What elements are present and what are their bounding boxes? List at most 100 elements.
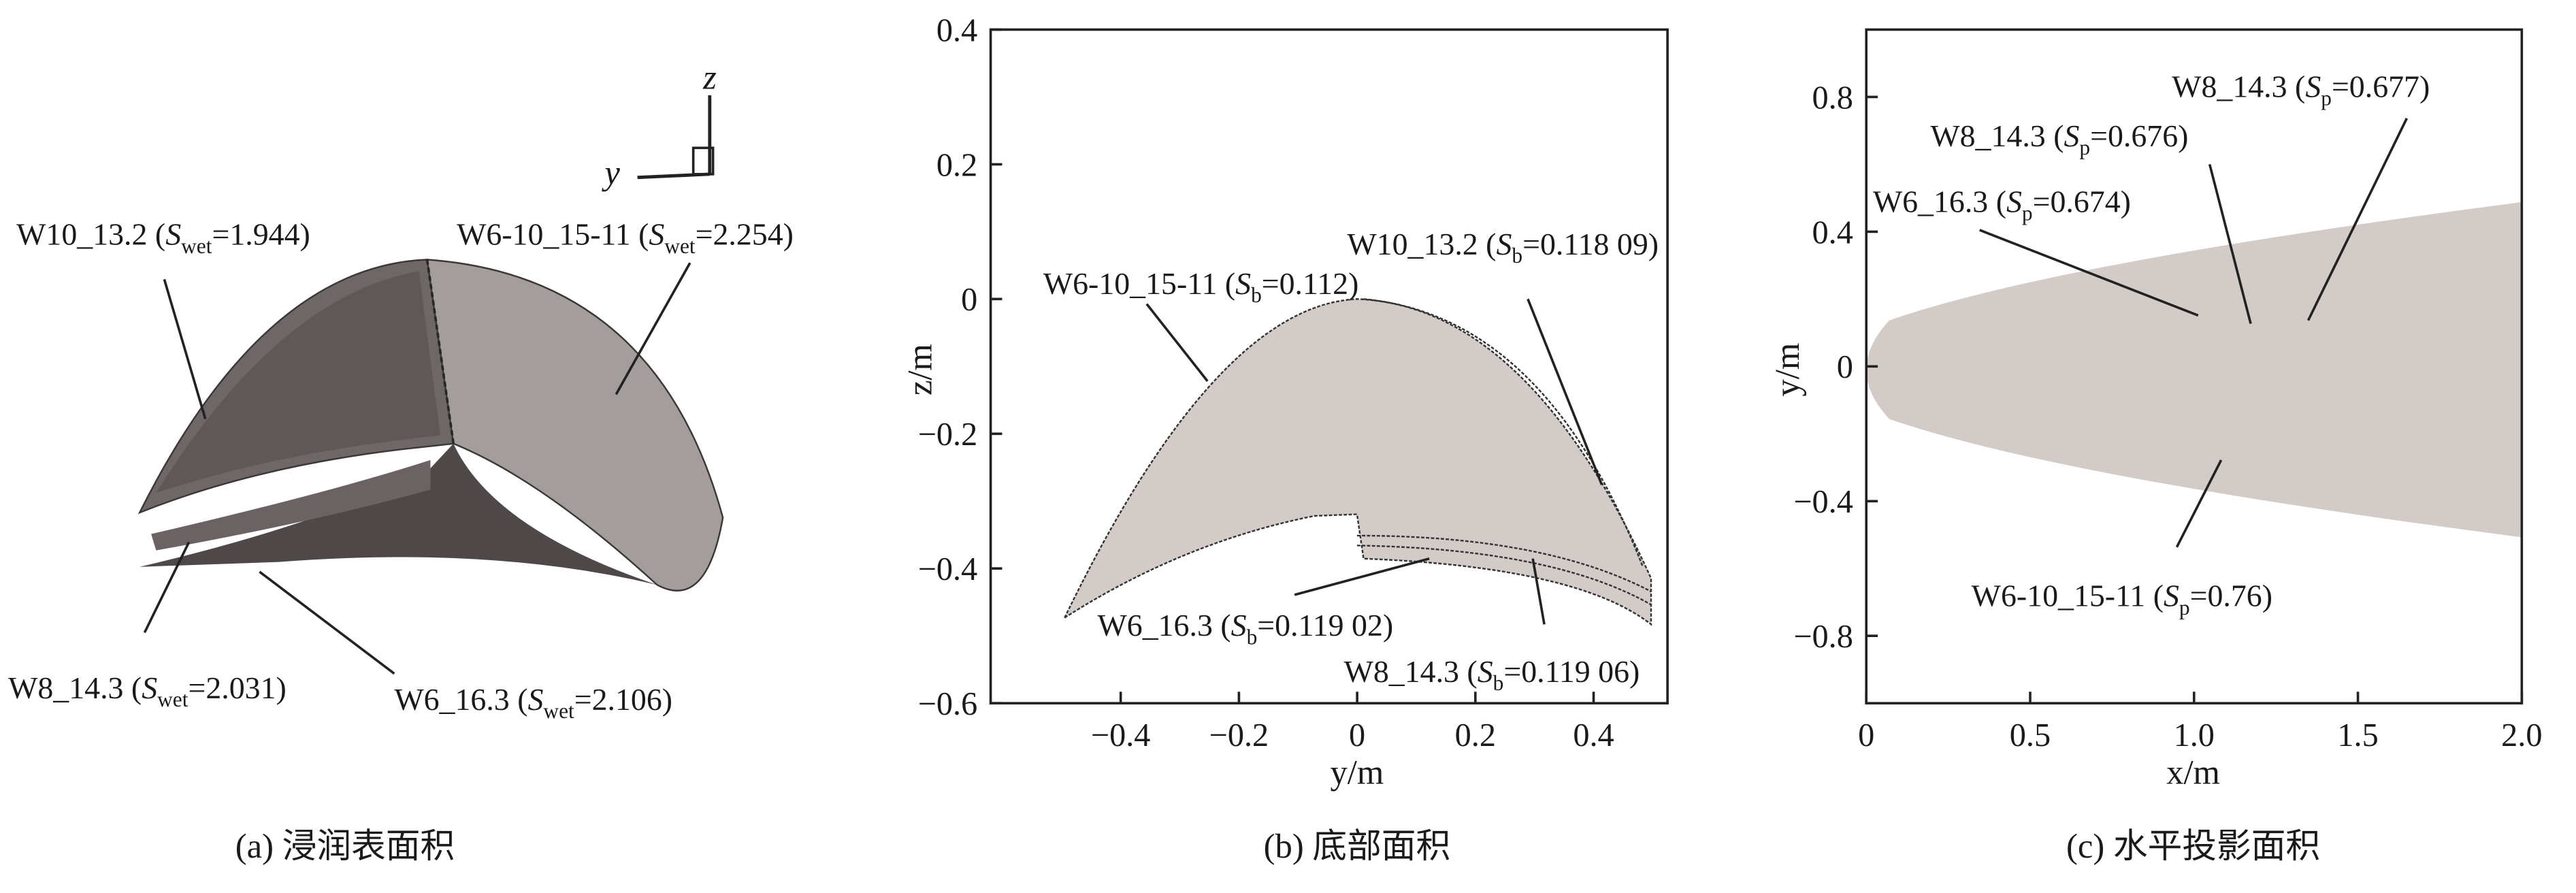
y-axis-label: z/m <box>901 344 939 395</box>
x-tick-label: 0.5 <box>2010 717 2051 753</box>
leader-line <box>259 570 395 675</box>
annotation-symbol: S <box>165 217 181 252</box>
y-tick-label: 0 <box>1837 349 1853 385</box>
annotation-text: W8_14.3 ( <box>1930 118 2064 153</box>
y-tick-label: −0.4 <box>918 551 978 587</box>
x-tick-label: 1.5 <box>2337 717 2378 753</box>
annotation-subscript: b <box>1493 671 1504 695</box>
annotation-subscript: wet <box>664 234 696 258</box>
annotation-symbol: S <box>1235 266 1251 301</box>
annotation-text: W8_14.3 ( <box>8 670 142 705</box>
y-tick-label: −0.4 <box>1793 484 1853 520</box>
caption: (c) 水平投影面积 <box>2066 827 2320 865</box>
annotation-subscript: wet <box>157 687 189 711</box>
x-axis-label: x/m <box>2166 753 2220 791</box>
annotation-subscript: b <box>1251 283 1262 307</box>
annotation-text: W6_16.3 ( <box>1097 608 1230 643</box>
annotation: W6-10_15-11 (Swet=2.254) <box>457 217 794 258</box>
annotation-symbol: S <box>1496 227 1512 261</box>
annotation-subscript: p <box>2022 201 2033 225</box>
annotation-text: =0.119 06) <box>1503 654 1640 689</box>
annotation-text: W6-10_15-11 ( <box>457 217 649 252</box>
annotation-subscript: p <box>2179 596 2190 619</box>
surface-render <box>137 259 724 592</box>
annotation-symbol: S <box>2164 579 2179 613</box>
annotation-text: =0.118 09) <box>1522 227 1659 261</box>
annotation-subscript: b <box>1512 244 1522 267</box>
plot-frame <box>989 28 1669 704</box>
x-tick-label: −0.4 <box>1091 717 1151 753</box>
annotation-subscript: p <box>2321 86 2332 110</box>
annotation: W8_14.3 (Swet=2.031) <box>8 670 287 711</box>
annotation-symbol: S <box>2305 69 2321 103</box>
annotation-text: W6-10_15-11 ( <box>1972 579 2164 613</box>
annotation: W10_13.2 (Swet=1.944) <box>16 217 310 258</box>
leader-line <box>1294 557 1430 596</box>
x-tick-label: −0.2 <box>1209 717 1269 753</box>
leader-line <box>143 541 191 634</box>
annotation: W6_16.3 (Swet=2.106) <box>394 682 672 723</box>
leader-line <box>1145 303 1209 383</box>
bottom-area-shape <box>1062 298 1652 626</box>
caption: (b) 底部面积 <box>1264 827 1451 865</box>
leader-line <box>1979 229 2199 317</box>
annotation-text: =2.106) <box>574 682 672 717</box>
leader-line <box>163 278 207 420</box>
x-tick-label: 0 <box>1349 717 1365 753</box>
annotation-symbol: S <box>2006 184 2022 218</box>
leader-line <box>2175 459 2223 548</box>
annotation-subscript: b <box>1247 625 1258 649</box>
annotation: W6_16.3 (Sp=0.674) <box>1873 184 2131 225</box>
annotation: W8_14.3 (Sb=0.119 06) <box>1344 654 1640 695</box>
y-tick-label: −0.8 <box>1793 619 1853 655</box>
annotation: W8_14.3 (Sp=0.676) <box>1930 118 2188 159</box>
annotation-symbol: S <box>1478 654 1493 689</box>
leader-line <box>2208 163 2252 325</box>
x-tick-label: 0 <box>1858 717 1874 753</box>
annotation-subscript: p <box>2079 135 2090 159</box>
annotation-subscript: wet <box>543 699 574 723</box>
axis-label: z <box>702 58 717 96</box>
annotation-text: W6_16.3 ( <box>394 682 527 717</box>
annotation-text: W6-10_15-11 ( <box>1043 266 1235 301</box>
y-tick-label: 0.8 <box>1812 80 1853 116</box>
annotation-subscript: wet <box>181 234 212 258</box>
x-tick-label: 1.0 <box>2174 717 2215 753</box>
y-tick-label: −0.2 <box>918 417 978 453</box>
leader-line <box>615 262 691 395</box>
leader-line <box>1531 558 1546 625</box>
x-tick-label: 0.2 <box>1455 717 1496 753</box>
annotation-symbol: S <box>1231 608 1247 643</box>
annotation-symbol: S <box>649 217 664 252</box>
y-tick-label: 0.4 <box>1812 214 1853 250</box>
y-axis-label: y/m <box>1768 343 1806 397</box>
y-tick-label: 0.4 <box>936 12 977 48</box>
annotation-text: =0.676) <box>2090 118 2188 153</box>
x-tick-label: 2.0 <box>2501 717 2542 753</box>
x-tick-label: 0.4 <box>1573 717 1614 753</box>
annotation-text: =0.76) <box>2190 579 2272 613</box>
annotation-text: W8_14.3 ( <box>1344 654 1478 689</box>
annotation-text: =0.112) <box>1262 266 1359 301</box>
annotation: W6_16.3 (Sb=0.119 02) <box>1097 608 1393 649</box>
axis-label: y <box>601 153 620 191</box>
projection-shape <box>1866 201 2522 538</box>
y-tick-label: −0.6 <box>918 686 978 722</box>
annotation-symbol: S <box>142 670 157 705</box>
annotation-text: =0.119 02) <box>1257 608 1393 643</box>
axis-triad: y z <box>601 58 717 191</box>
annotation-text: =0.677) <box>2332 69 2430 103</box>
annotation-text: W10_13.2 ( <box>16 217 165 252</box>
annotation: W10_13.2 (Sb=0.118 09) <box>1347 227 1659 267</box>
annotation-symbol: S <box>2064 118 2079 153</box>
x-axis-label: y/m <box>1330 753 1384 791</box>
annotation-text: =2.031) <box>188 670 286 705</box>
annotation-text: =0.674) <box>2033 184 2131 218</box>
y-tick-label: 0 <box>961 282 977 318</box>
annotation-text: =2.254) <box>696 217 794 252</box>
annotation: W8_14.3 (Sp=0.677) <box>2172 69 2430 110</box>
annotation: W6-10_15-11 (Sb=0.112) <box>1043 266 1359 307</box>
annotation: W6-10_15-11 (Sp=0.76) <box>1972 579 2272 619</box>
annotation-text: W8_14.3 ( <box>2172 69 2305 103</box>
